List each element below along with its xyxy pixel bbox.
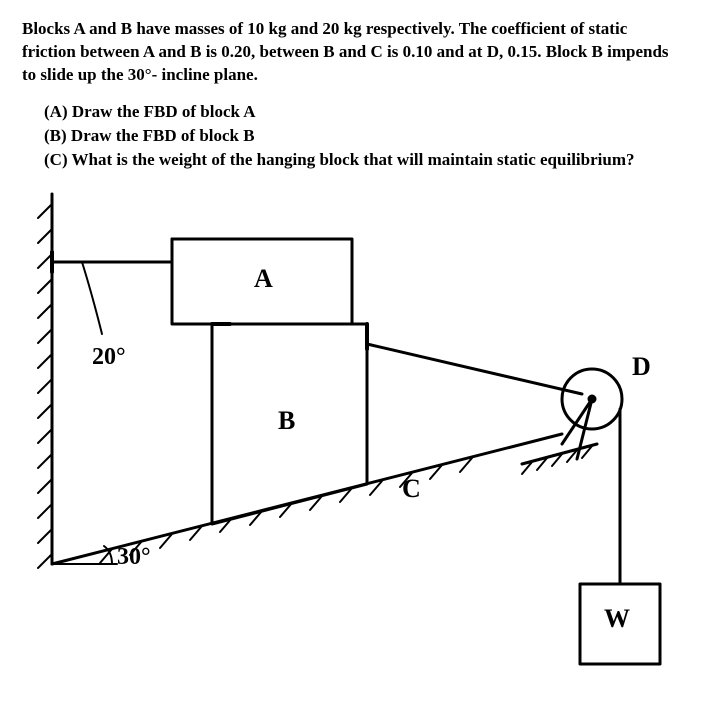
question-c: (C) What is the weight of the hanging bl… bbox=[44, 149, 686, 172]
question-b: (B) Draw the FBD of block B bbox=[44, 125, 686, 148]
question-a: (A) Draw the FBD of block A bbox=[44, 101, 686, 124]
wall-angle-arc bbox=[82, 262, 102, 334]
question-list: (A) Draw the FBD of block A (B) Draw the… bbox=[22, 101, 686, 172]
cable-b-pulley bbox=[367, 344, 582, 394]
label-block-b: B bbox=[278, 406, 295, 436]
label-pulley-d: D bbox=[632, 352, 651, 382]
problem-line-1: Blocks A and B have masses of 10 kg and … bbox=[22, 19, 627, 38]
problem-line-3: to slide up the 30°- incline plane. bbox=[22, 65, 258, 84]
problem-statement: Blocks A and B have masses of 10 kg and … bbox=[22, 18, 686, 87]
label-wall-angle: 20° bbox=[92, 344, 126, 371]
label-surface-c: C bbox=[402, 474, 421, 504]
label-block-w: W bbox=[604, 604, 630, 634]
diagram: A B C D W 20° 30° bbox=[22, 184, 672, 684]
diagram-svg bbox=[22, 184, 672, 684]
label-incline-angle: 30° bbox=[117, 544, 151, 571]
label-block-a: A bbox=[254, 264, 273, 294]
problem-line-2: friction between A and B is 0.20, betwee… bbox=[22, 42, 669, 61]
wall-hatch bbox=[38, 204, 52, 568]
